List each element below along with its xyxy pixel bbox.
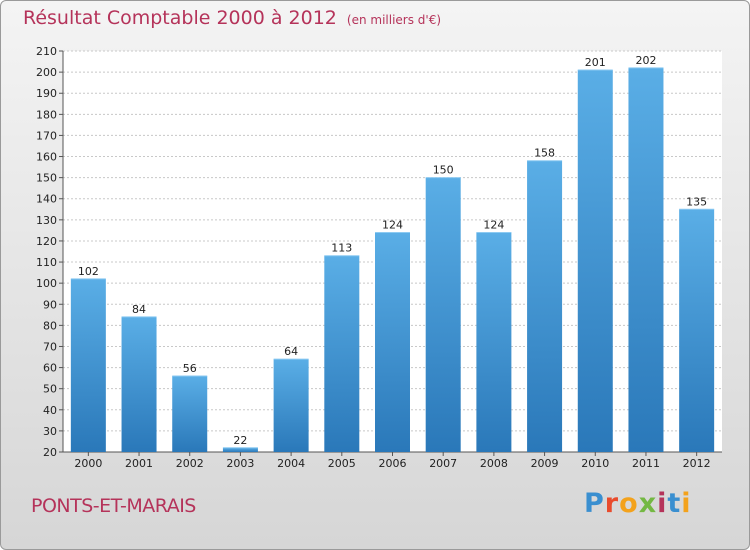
y-tick-label: 130	[36, 214, 57, 227]
bar	[679, 209, 715, 452]
bar	[324, 255, 360, 452]
chart-title: Résultat Comptable 2000 à 2012 (en millie…	[23, 7, 441, 29]
bar	[425, 177, 461, 452]
bar-value-label: 102	[78, 265, 99, 278]
bar	[172, 376, 208, 452]
bar-value-label: 113	[331, 242, 352, 255]
x-tick-label: 2008	[480, 457, 508, 470]
y-tick-label: 210	[36, 45, 57, 58]
y-tick-label: 200	[36, 66, 57, 79]
bar-value-label: 124	[483, 219, 504, 232]
y-tick-label: 70	[43, 340, 57, 353]
commune-name: PONTS-ET-MARAIS	[31, 495, 196, 517]
bar	[577, 69, 613, 452]
y-tick-label: 180	[36, 108, 57, 121]
bar-value-label: 201	[585, 56, 606, 69]
x-tick-label: 2002	[176, 457, 204, 470]
y-tick-label: 190	[36, 87, 57, 100]
bar-value-label: 124	[382, 219, 403, 232]
y-tick-label: 120	[36, 235, 57, 248]
y-tick-label: 50	[43, 383, 57, 396]
bar	[70, 278, 106, 452]
bar	[628, 67, 664, 452]
y-tick-label: 160	[36, 151, 57, 164]
x-tick-label: 2006	[379, 457, 407, 470]
bar-value-label: 202	[635, 54, 656, 67]
bar	[527, 160, 563, 452]
y-tick-label: 30	[43, 425, 57, 438]
bar	[476, 232, 512, 452]
y-tick-label: 90	[43, 298, 57, 311]
bar	[222, 447, 258, 452]
chart-title-text: Résultat Comptable 2000 à 2012	[23, 7, 337, 29]
bar-value-label: 84	[132, 303, 146, 316]
bar-value-label: 150	[433, 164, 454, 177]
proxiti-logo: Proxiti	[584, 488, 692, 519]
x-tick-label: 2007	[429, 457, 457, 470]
y-tick-label: 100	[36, 277, 57, 290]
bar-value-label: 158	[534, 147, 555, 160]
x-tick-label: 2011	[632, 457, 660, 470]
y-tick-label: 20	[43, 446, 57, 459]
x-tick-label: 2003	[226, 457, 254, 470]
y-tick-label: 110	[36, 256, 57, 269]
y-tick-label: 150	[36, 172, 57, 185]
bar-value-label: 56	[183, 362, 197, 375]
y-tick-label: 140	[36, 193, 57, 206]
y-tick-label: 170	[36, 129, 57, 142]
bar-value-label: 64	[284, 345, 298, 358]
y-tick-label: 80	[43, 319, 57, 332]
bar	[121, 316, 157, 452]
y-tick-label: 60	[43, 362, 57, 375]
x-tick-label: 2004	[277, 457, 305, 470]
x-tick-label: 2012	[683, 457, 711, 470]
x-tick-label: 2010	[581, 457, 609, 470]
chart-unit: (en milliers d'€)	[346, 13, 442, 27]
y-tick-label: 40	[43, 404, 57, 417]
bar-value-label: 22	[233, 434, 247, 447]
bar-value-label: 135	[686, 195, 707, 208]
x-tick-label: 2000	[74, 457, 102, 470]
x-tick-label: 2001	[125, 457, 153, 470]
bar	[273, 359, 309, 452]
x-tick-label: 2009	[531, 457, 559, 470]
x-tick-label: 2005	[328, 457, 356, 470]
bar	[375, 232, 410, 452]
